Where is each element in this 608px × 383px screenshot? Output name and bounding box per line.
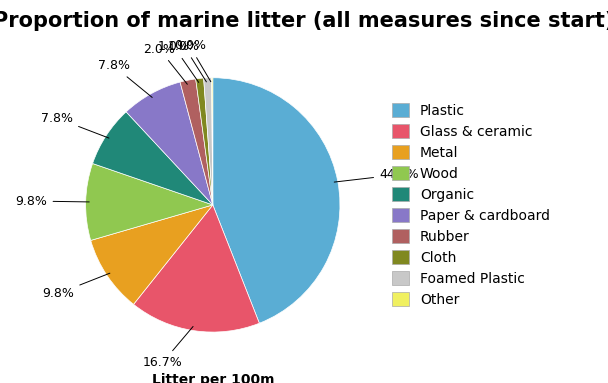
Wedge shape (204, 78, 213, 205)
Legend: Plastic, Glass & ceramic, Metal, Wood, Organic, Paper & cardboard, Rubber, Cloth: Plastic, Glass & ceramic, Metal, Wood, O… (385, 96, 557, 314)
Text: 16.7%: 16.7% (143, 326, 193, 368)
Wedge shape (196, 78, 213, 205)
Wedge shape (92, 112, 213, 205)
Wedge shape (86, 164, 213, 241)
Text: 9.8%: 9.8% (43, 273, 110, 300)
Text: 0.0%: 0.0% (174, 39, 211, 82)
Wedge shape (180, 79, 213, 205)
Text: 1.0%: 1.0% (158, 40, 199, 82)
Text: 1.0%: 1.0% (168, 39, 206, 82)
Text: 2.0%: 2.0% (143, 43, 187, 84)
Text: 7.8%: 7.8% (97, 59, 152, 97)
Wedge shape (126, 82, 213, 205)
Text: Proportion of marine litter (all measures since start): Proportion of marine litter (all measure… (0, 11, 608, 31)
Text: 44.1%: 44.1% (334, 168, 419, 182)
Wedge shape (134, 205, 260, 332)
Text: Litter per 100m: Litter per 100m (151, 373, 274, 383)
Text: 9.8%: 9.8% (16, 195, 89, 208)
Text: 7.8%: 7.8% (41, 112, 109, 138)
Wedge shape (213, 78, 340, 323)
Wedge shape (91, 205, 213, 304)
Wedge shape (212, 78, 213, 205)
